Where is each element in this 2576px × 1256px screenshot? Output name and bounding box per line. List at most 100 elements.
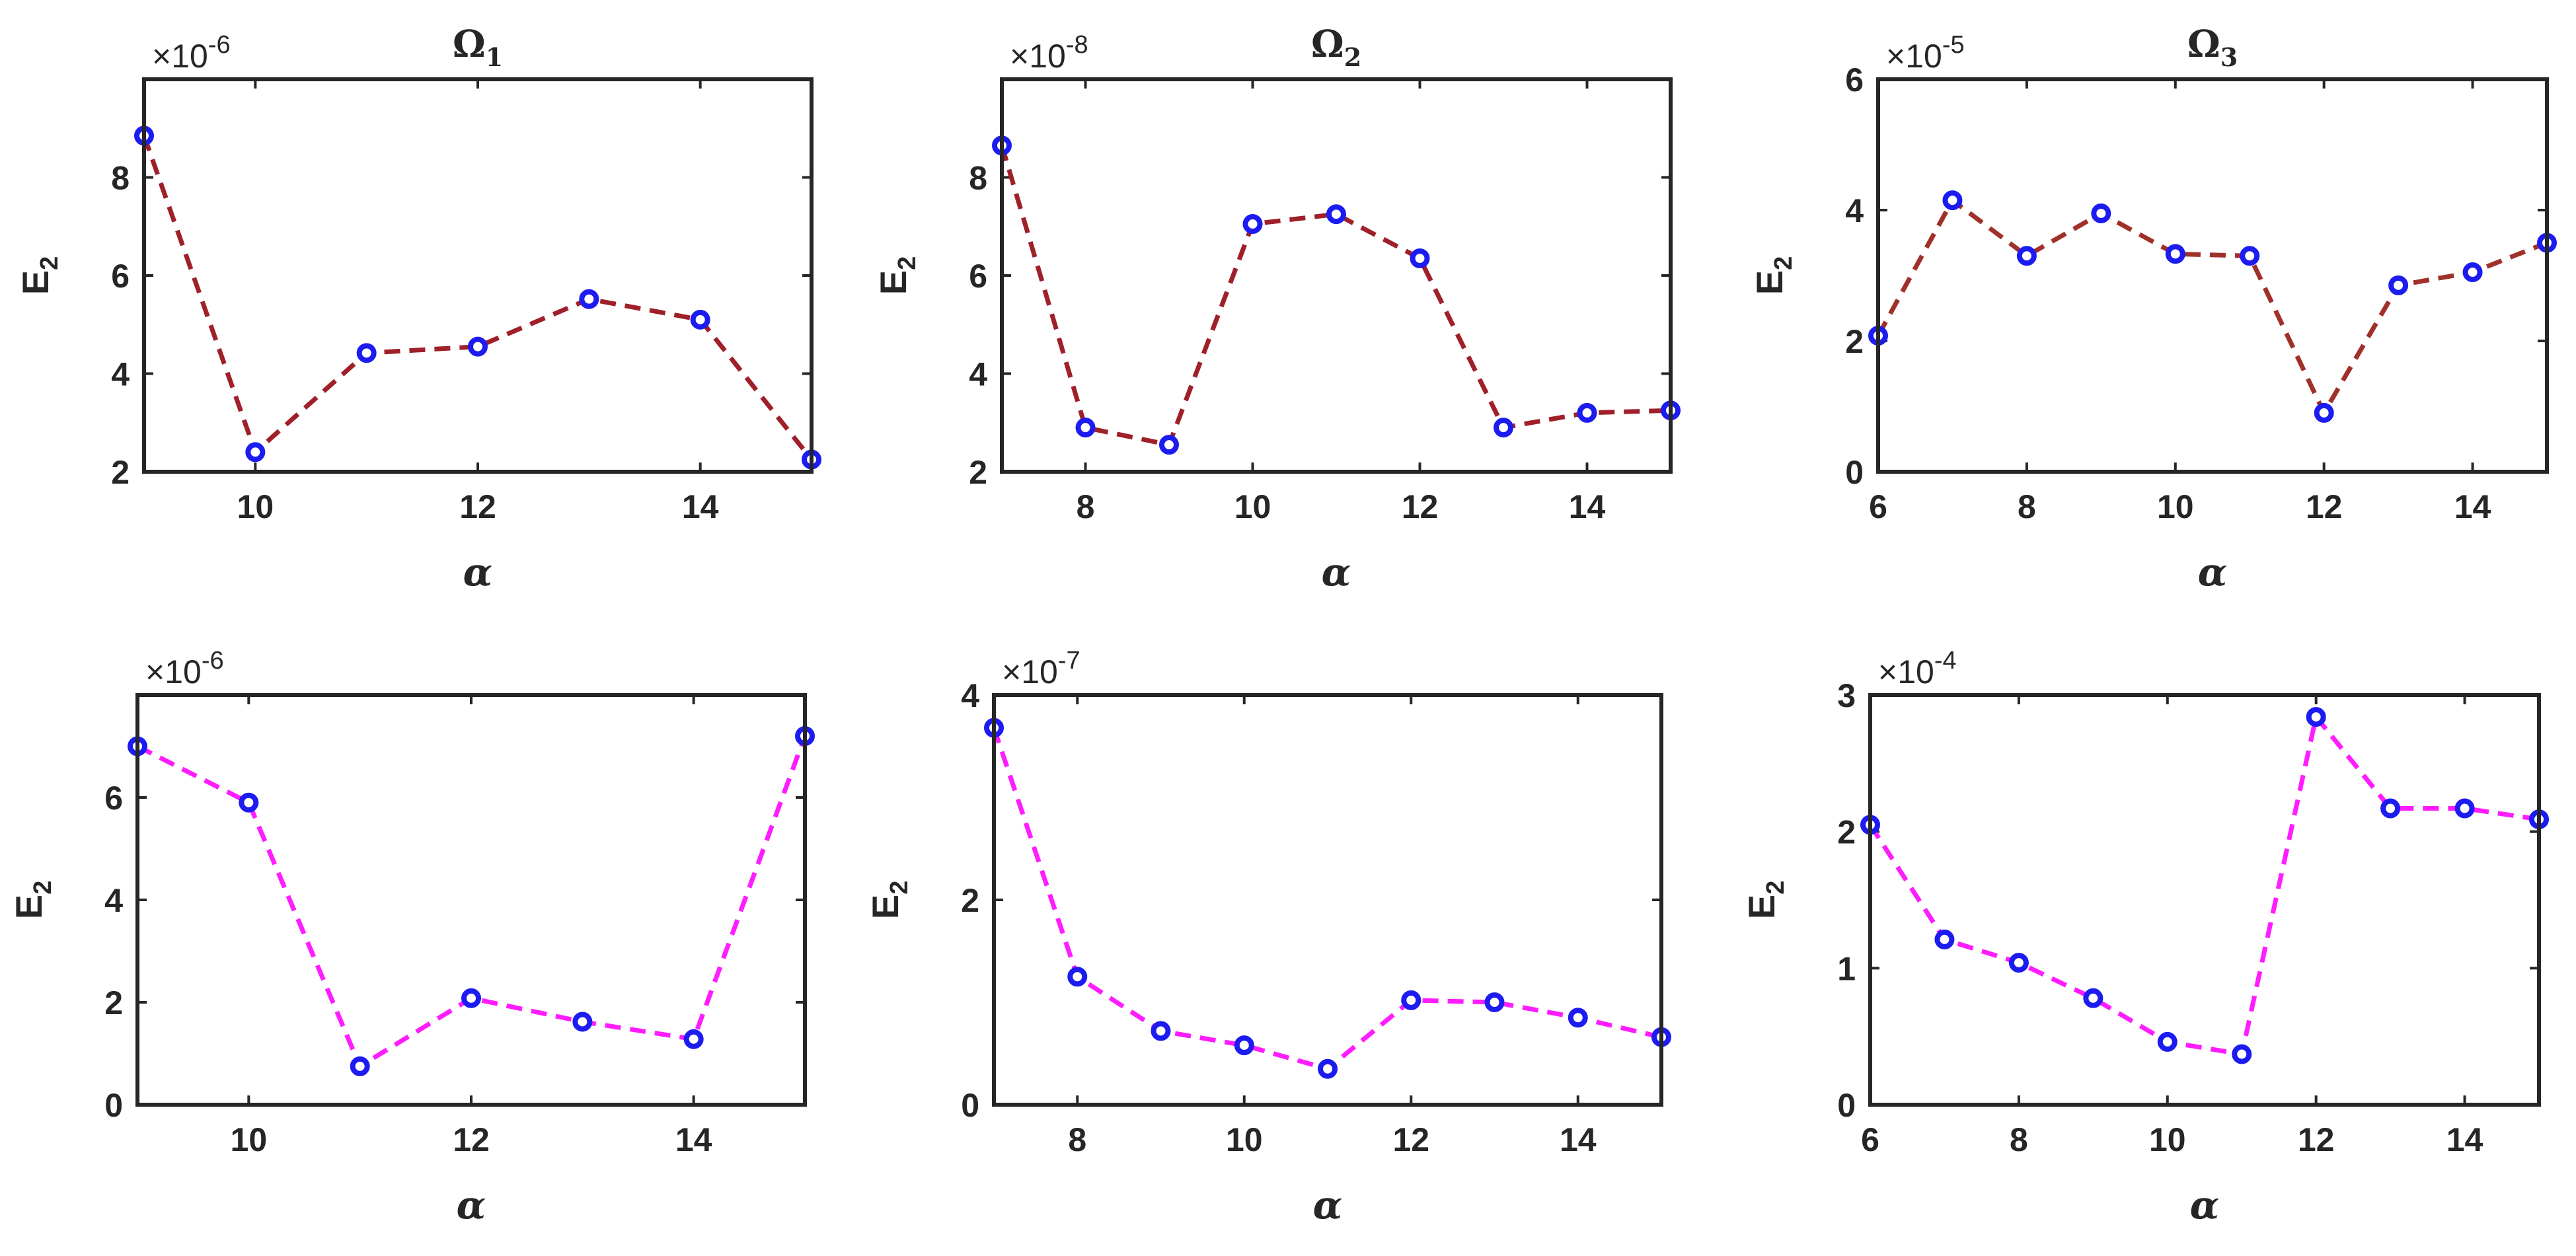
data-point (683, 1029, 704, 1049)
y-tick-label: 0 (961, 1087, 979, 1124)
chart-panel-5: 8 10 12 14 0 2 4 ×10-7 α E2 (864, 647, 1671, 1228)
data-point (1318, 1058, 1338, 1079)
y-tick-label: 2 (111, 454, 130, 491)
x-tick-label: 8 (2018, 488, 2036, 525)
data-point (1075, 418, 1096, 438)
x-tick-label: 14 (1560, 1121, 1597, 1158)
y-tick-label: 8 (111, 160, 130, 197)
x-tick-label: 12 (1392, 1121, 1429, 1158)
x-tick-label: 10 (2157, 488, 2194, 525)
x-tick-label: 10 (231, 1121, 268, 1158)
x-tick-label: 12 (453, 1121, 490, 1158)
series-line (999, 145, 1671, 447)
y-tick-label: 2 (104, 984, 123, 1021)
axes-box (142, 77, 814, 474)
axes-box (1868, 693, 2541, 1107)
y-tick-label: 6 (104, 780, 123, 817)
axis-multiplier: ×10-5 (1886, 31, 1965, 75)
x-tick-label: 14 (2454, 488, 2491, 525)
x-tick-label: 12 (1402, 488, 1439, 525)
data-point (579, 289, 599, 309)
y-tick-label: 0 (104, 1087, 123, 1124)
x-tick-label: 6 (1869, 488, 1887, 525)
data-point (2454, 798, 2475, 819)
x-tick-label: 10 (237, 488, 274, 525)
chart-panel-2: 8 10 12 14 2 4 6 8 ×10-8 Ω2 α E2 (872, 22, 1681, 595)
x-tick-label: 8 (1077, 488, 1095, 525)
y-tick-label: 4 (1845, 192, 1864, 229)
data-point (468, 336, 488, 357)
y-tick-label: 3 (1837, 677, 1856, 714)
data-point (1401, 990, 1421, 1010)
chart-title: Ω3 (2187, 22, 2238, 72)
y-tick-label: 2 (969, 454, 987, 491)
data-point (2165, 244, 2185, 264)
data-point (1934, 929, 1955, 949)
x-axis-label: α (2198, 550, 2228, 595)
axis-multiplier: ×10-6 (145, 647, 224, 690)
data-point (1577, 402, 1597, 423)
y-tick-label: 6 (969, 258, 987, 295)
data-point (1067, 967, 1088, 987)
y-axis-label: E2 (864, 881, 913, 920)
x-tick-label: 8 (1068, 1121, 1086, 1158)
data-point (1484, 992, 1505, 1012)
data-point (1410, 248, 1430, 269)
axis-multiplier: ×10-8 (1010, 31, 1088, 75)
y-tick-label: 1 (1837, 950, 1856, 987)
axes-box (1876, 77, 2549, 474)
x-axis-label: α (1322, 550, 1351, 595)
data-point (461, 988, 481, 1008)
data-point (239, 792, 259, 813)
x-tick-label: 14 (675, 1121, 712, 1158)
axis-multiplier: ×10-7 (1002, 647, 1080, 690)
x-tick-label: 12 (2306, 488, 2343, 525)
y-tick-label: 6 (111, 258, 130, 295)
y-axis-label: E2 (15, 256, 63, 295)
data-point (2232, 1044, 2252, 1064)
chart-panel-1: 10 12 14 2 4 6 8 ×10-6 Ω1 α E2 (15, 22, 821, 595)
x-tick-label: 10 (1226, 1121, 1263, 1158)
data-point (572, 1012, 593, 1032)
data-point (350, 1056, 370, 1076)
y-tick-label: 6 (1845, 61, 1864, 98)
y-tick-label: 4 (961, 677, 979, 714)
data-point (2016, 246, 2037, 266)
data-point (1494, 418, 1513, 438)
data-point (2240, 246, 2260, 266)
axes-box (1000, 77, 1673, 474)
data-point (1568, 1008, 1588, 1028)
data-point (245, 442, 266, 462)
y-tick-label: 2 (1837, 814, 1856, 851)
x-axis-label: α (2190, 1183, 2220, 1228)
y-tick-label: 4 (111, 356, 130, 393)
data-point (1242, 214, 1263, 235)
x-tick-label: 14 (682, 488, 719, 525)
x-axis-label: α (463, 550, 493, 595)
data-point (690, 309, 710, 330)
x-tick-label: 14 (1569, 488, 1606, 525)
y-tick-label: 4 (104, 882, 123, 919)
x-tick-label: 14 (2446, 1121, 2483, 1158)
data-point (2306, 707, 2326, 727)
chart-panel-3: 6 8 10 12 14 0 2 4 6 ×10-5 Ω3 α E2 (1749, 22, 2557, 595)
y-axis-label: E2 (1749, 256, 1798, 295)
y-tick-label: 0 (1845, 454, 1864, 491)
data-point (1326, 204, 1346, 225)
y-axis-label: E2 (872, 256, 921, 295)
data-point (356, 343, 377, 363)
series-line (1875, 198, 2548, 416)
y-tick-label: 4 (969, 356, 987, 393)
y-tick-label: 0 (1837, 1087, 1856, 1124)
chart-title: Ω2 (1311, 22, 1361, 72)
data-point (2091, 203, 2111, 223)
data-point (2380, 798, 2401, 819)
y-tick-label: 2 (1845, 323, 1864, 360)
x-tick-label: 12 (459, 488, 496, 525)
data-point (1942, 190, 1963, 211)
data-point (2083, 988, 2103, 1008)
y-axis-label: E2 (1741, 881, 1790, 920)
